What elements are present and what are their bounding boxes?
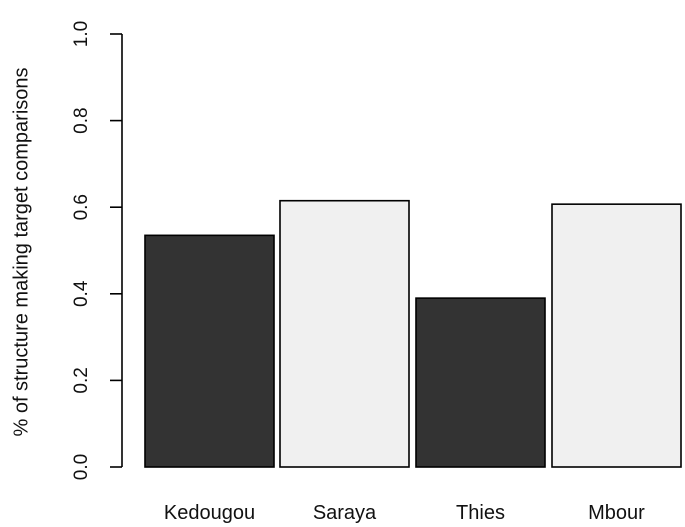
bar-mbour [551, 203, 682, 468]
bar-kedougou [144, 234, 275, 468]
y-axis: 0.0 0.2 0.4 0.6 0.8 1.0 [71, 21, 123, 480]
bar-group [144, 199, 682, 468]
x-tick-label-kedougou: Kedougou [164, 502, 255, 524]
y-tick-label: 1.0 [71, 21, 92, 47]
y-tick-label: 0.4 [71, 280, 92, 307]
bar-thies [415, 297, 546, 468]
y-tick-label: 0.6 [71, 194, 92, 220]
bar-saraya [279, 199, 410, 468]
y-tick-label: 0.8 [71, 107, 92, 133]
y-axis-label: % of structure making target comparisons [10, 67, 32, 436]
x-tick-label-mbour: Mbour [588, 502, 645, 524]
y-tick-label: 0.0 [71, 454, 92, 480]
y-tick-label: 0.2 [71, 367, 92, 393]
x-tick-label-saraya: Saraya [313, 502, 377, 524]
x-tick-label-thies: Thies [456, 502, 505, 524]
x-axis-labels: Kedougou Saraya Thies Mbour [164, 502, 645, 524]
